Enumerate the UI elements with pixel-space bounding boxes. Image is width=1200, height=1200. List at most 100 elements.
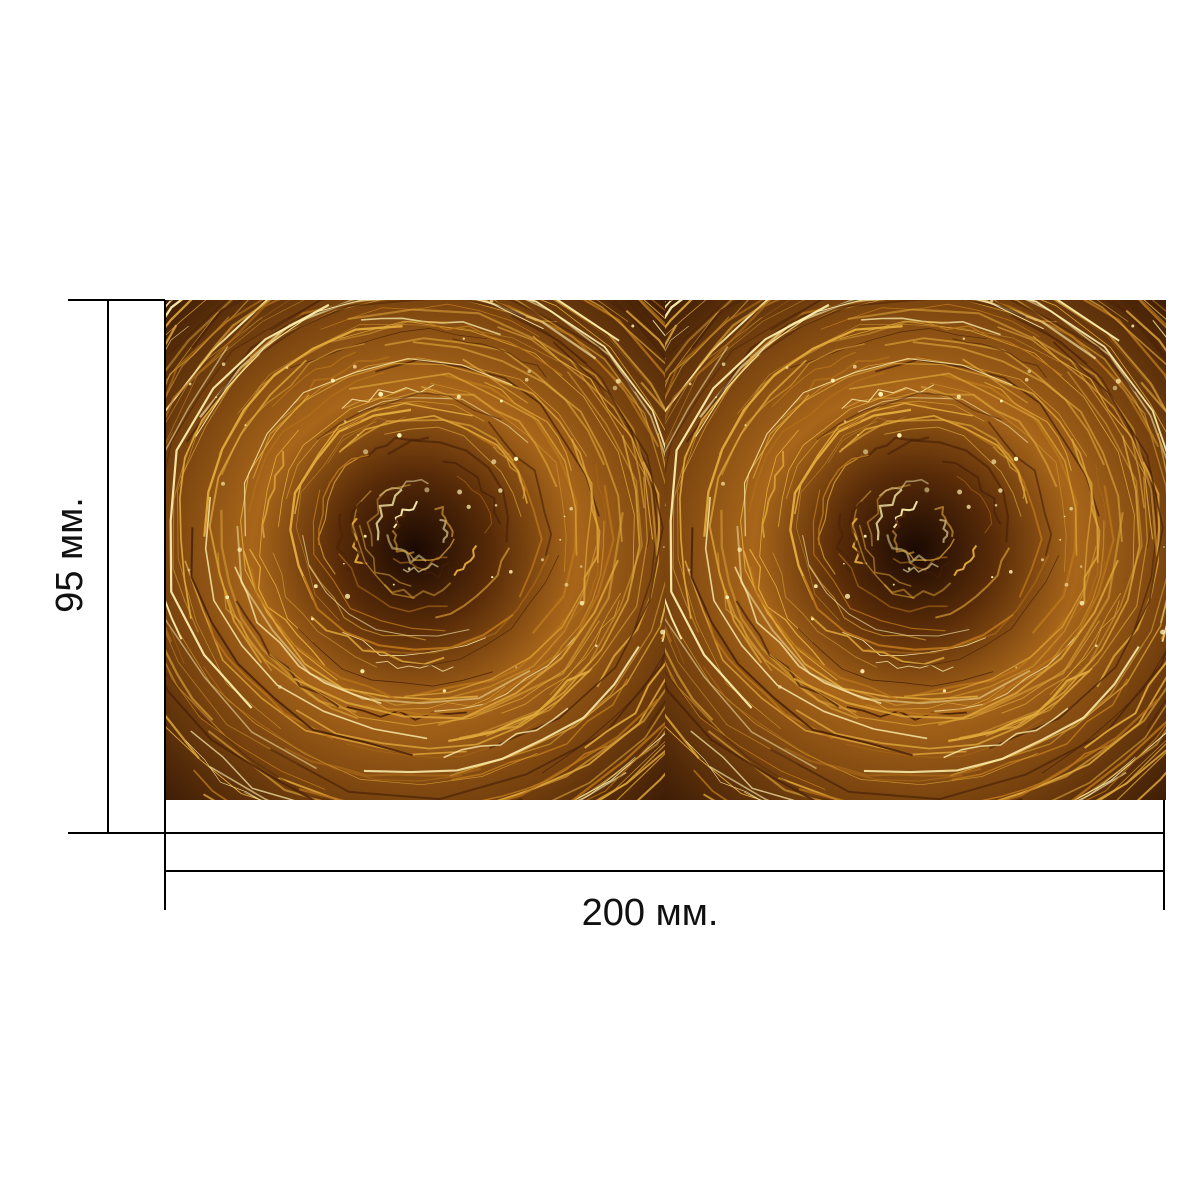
- sparkle: [372, 827, 376, 831]
- light-trail: [702, 666, 963, 782]
- sparkle: [237, 547, 242, 553]
- light-trail: [777, 676, 1166, 800]
- light-trail: [361, 317, 501, 336]
- light-trail: [402, 562, 439, 573]
- light-trail: [781, 357, 1088, 457]
- light-trail: [846, 706, 967, 721]
- light-trail: [572, 729, 665, 800]
- sparkle: [843, 420, 847, 423]
- sparkle: [343, 562, 345, 565]
- light-trail: [1040, 300, 1166, 433]
- sparkle: [215, 396, 217, 399]
- light-trail: [942, 460, 1002, 525]
- light-trail: [165, 300, 323, 475]
- swirl-tile-left: [87, 300, 665, 831]
- light-trail: [179, 633, 538, 786]
- sparkle: [490, 300, 494, 303]
- sparkle: [688, 382, 692, 386]
- sparkle: [687, 568, 691, 572]
- light-trail: [165, 670, 334, 800]
- sparkle: [957, 489, 963, 495]
- light-trail: [1089, 464, 1107, 602]
- light-trail: [448, 669, 591, 743]
- sparkle: [225, 595, 230, 600]
- height-label: 95 мм.: [49, 497, 91, 613]
- light-trail: [772, 552, 878, 668]
- light-trail: [959, 435, 1141, 739]
- light-trail: [636, 772, 665, 800]
- light-trail: [277, 388, 407, 527]
- light-trail: [249, 548, 326, 666]
- light-trail: [794, 402, 973, 515]
- light-trail: [702, 300, 1157, 393]
- sparkle: [725, 595, 730, 600]
- light-trail: [269, 300, 637, 392]
- sparkle: [924, 487, 930, 493]
- light-trail: [743, 358, 1013, 537]
- light-trail: [302, 575, 514, 651]
- light-trail: [220, 509, 357, 714]
- light-trail: [736, 525, 1031, 705]
- sparkle: [466, 504, 471, 510]
- light-trail: [202, 300, 657, 393]
- sparkle: [285, 366, 289, 369]
- light-trail: [236, 525, 531, 705]
- light-trail: [1072, 728, 1166, 800]
- sparkle: [397, 433, 402, 438]
- sparkle: [878, 391, 884, 397]
- light-trail: [573, 319, 665, 800]
- light-trail: [295, 667, 593, 750]
- light-trail: [339, 320, 635, 580]
- light-trail: [1052, 300, 1166, 414]
- sparkle: [569, 506, 573, 511]
- light-trail: [993, 300, 1057, 323]
- light-trail: [549, 600, 620, 696]
- light-trail: [840, 418, 1014, 462]
- sparkle: [1013, 456, 1019, 462]
- light-trail: [190, 527, 413, 757]
- sparkle: [966, 504, 971, 510]
- sparkle: [442, 689, 447, 693]
- light-trail: [248, 371, 385, 513]
- light-trail: [943, 707, 1069, 759]
- sparkle: [508, 569, 513, 574]
- light-trail: [281, 357, 588, 457]
- light-trail: [1032, 335, 1154, 540]
- light-trail: [866, 483, 911, 547]
- light-trail: [883, 582, 952, 599]
- light-trail: [284, 747, 482, 777]
- light-trail: [898, 555, 1060, 666]
- light-trail: [1019, 520, 1105, 685]
- light-trail: [347, 308, 659, 556]
- light-trail: [165, 316, 230, 737]
- light-trail: [292, 356, 390, 405]
- light-trail: [981, 745, 1109, 800]
- light-trail: [769, 620, 1100, 727]
- sparkle: [1015, 666, 1018, 669]
- sparkle: [450, 803, 455, 808]
- light-trail: [808, 564, 926, 641]
- light-trail: [1136, 771, 1166, 800]
- sparkle: [1165, 336, 1166, 338]
- light-trail: [269, 620, 600, 727]
- light-trail: [208, 359, 307, 664]
- light-trail: [904, 501, 1093, 698]
- light-trail: [1084, 661, 1166, 749]
- light-trail: [338, 414, 529, 504]
- light-trail: [685, 740, 762, 800]
- width-label: 200 мм.: [582, 892, 719, 934]
- light-trail: [384, 426, 522, 518]
- sparkle: [87, 470, 91, 474]
- light-trail: [1073, 319, 1166, 800]
- sparkle: [564, 582, 569, 587]
- light-trail: [392, 556, 448, 572]
- light-trail: [595, 749, 665, 800]
- light-trail: [552, 300, 665, 412]
- sparkle: [956, 394, 961, 399]
- sparkle: [524, 377, 529, 382]
- light-trail: [249, 300, 658, 444]
- light-trail: [855, 436, 930, 459]
- light-trail: [891, 530, 915, 555]
- sparkle: [244, 424, 247, 427]
- sparkle: [968, 231, 970, 233]
